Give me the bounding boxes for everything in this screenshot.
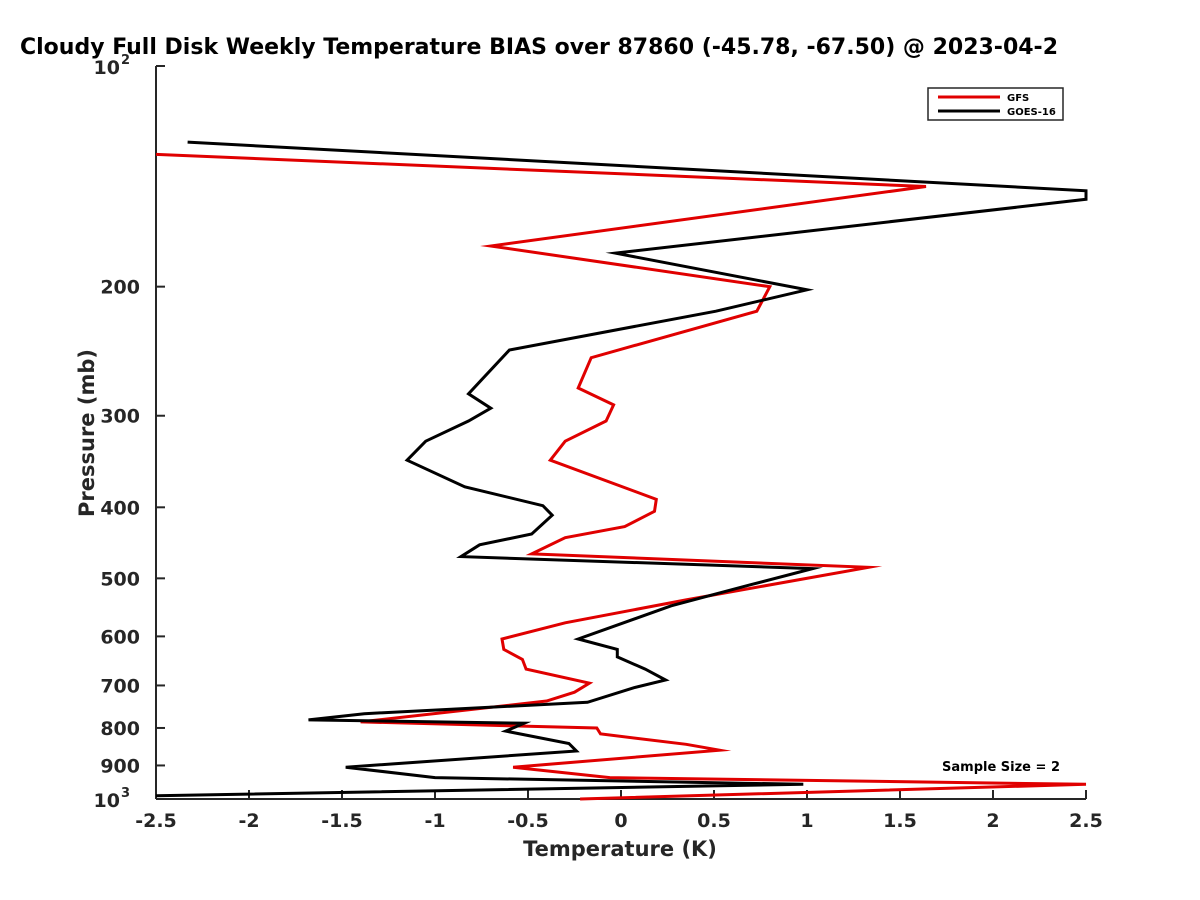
- x-tick-label: -1: [424, 810, 445, 832]
- chart-title: Cloudy Full Disk Weekly Temperature BIAS…: [20, 35, 1058, 60]
- legend: GFS GOES-16: [927, 87, 1064, 121]
- x-tick-label: 2: [986, 810, 999, 832]
- y-tick-exponent: 2: [121, 53, 130, 68]
- y-axis-label: Pressure (mb): [75, 349, 99, 517]
- axes: -2.5 -2 -1.5 -1 -0.5 0 0.5 1 1.5 2 2.510 2200300400…: [94, 53, 1103, 832]
- y-tick-label: 600: [100, 626, 140, 648]
- x-tick-label: 1.5: [883, 810, 917, 832]
- y-tick-label: 300: [100, 406, 140, 428]
- x-tick-label: -2: [238, 810, 259, 832]
- x-tick-label: 0.5: [697, 810, 731, 832]
- x-axis-label: Temperature (K): [523, 837, 717, 861]
- series-line-gfs: [155, 152, 1087, 801]
- y-tick-label: 200: [100, 277, 140, 299]
- x-tick-label: 2.5: [1069, 810, 1103, 832]
- legend-label: GOES-16: [1007, 107, 1056, 118]
- sample-size-annotation: Sample Size = 2: [942, 760, 1060, 775]
- x-tick-label: -0.5: [507, 810, 549, 832]
- y-tick-label: 10: [94, 790, 120, 812]
- y-tick-label: 500: [100, 568, 140, 590]
- x-tick-label: 0: [614, 810, 627, 832]
- y-tick-label: 800: [100, 718, 140, 740]
- y-tick-label: 900: [100, 755, 140, 777]
- y-tick-label: 10: [94, 57, 120, 79]
- x-tick-label: -2.5: [135, 810, 177, 832]
- y-tick-label: 400: [100, 497, 140, 519]
- legend-box: [927, 87, 1064, 121]
- series-layer: [155, 140, 1088, 801]
- legend-label: GFS: [1007, 93, 1029, 104]
- x-tick-label: 1: [800, 810, 813, 832]
- x-tick-label: -1.5: [321, 810, 363, 832]
- y-tick-label: 700: [100, 675, 140, 697]
- series-line-goes-16: [155, 140, 1088, 798]
- y-tick-exponent: 3: [121, 786, 130, 801]
